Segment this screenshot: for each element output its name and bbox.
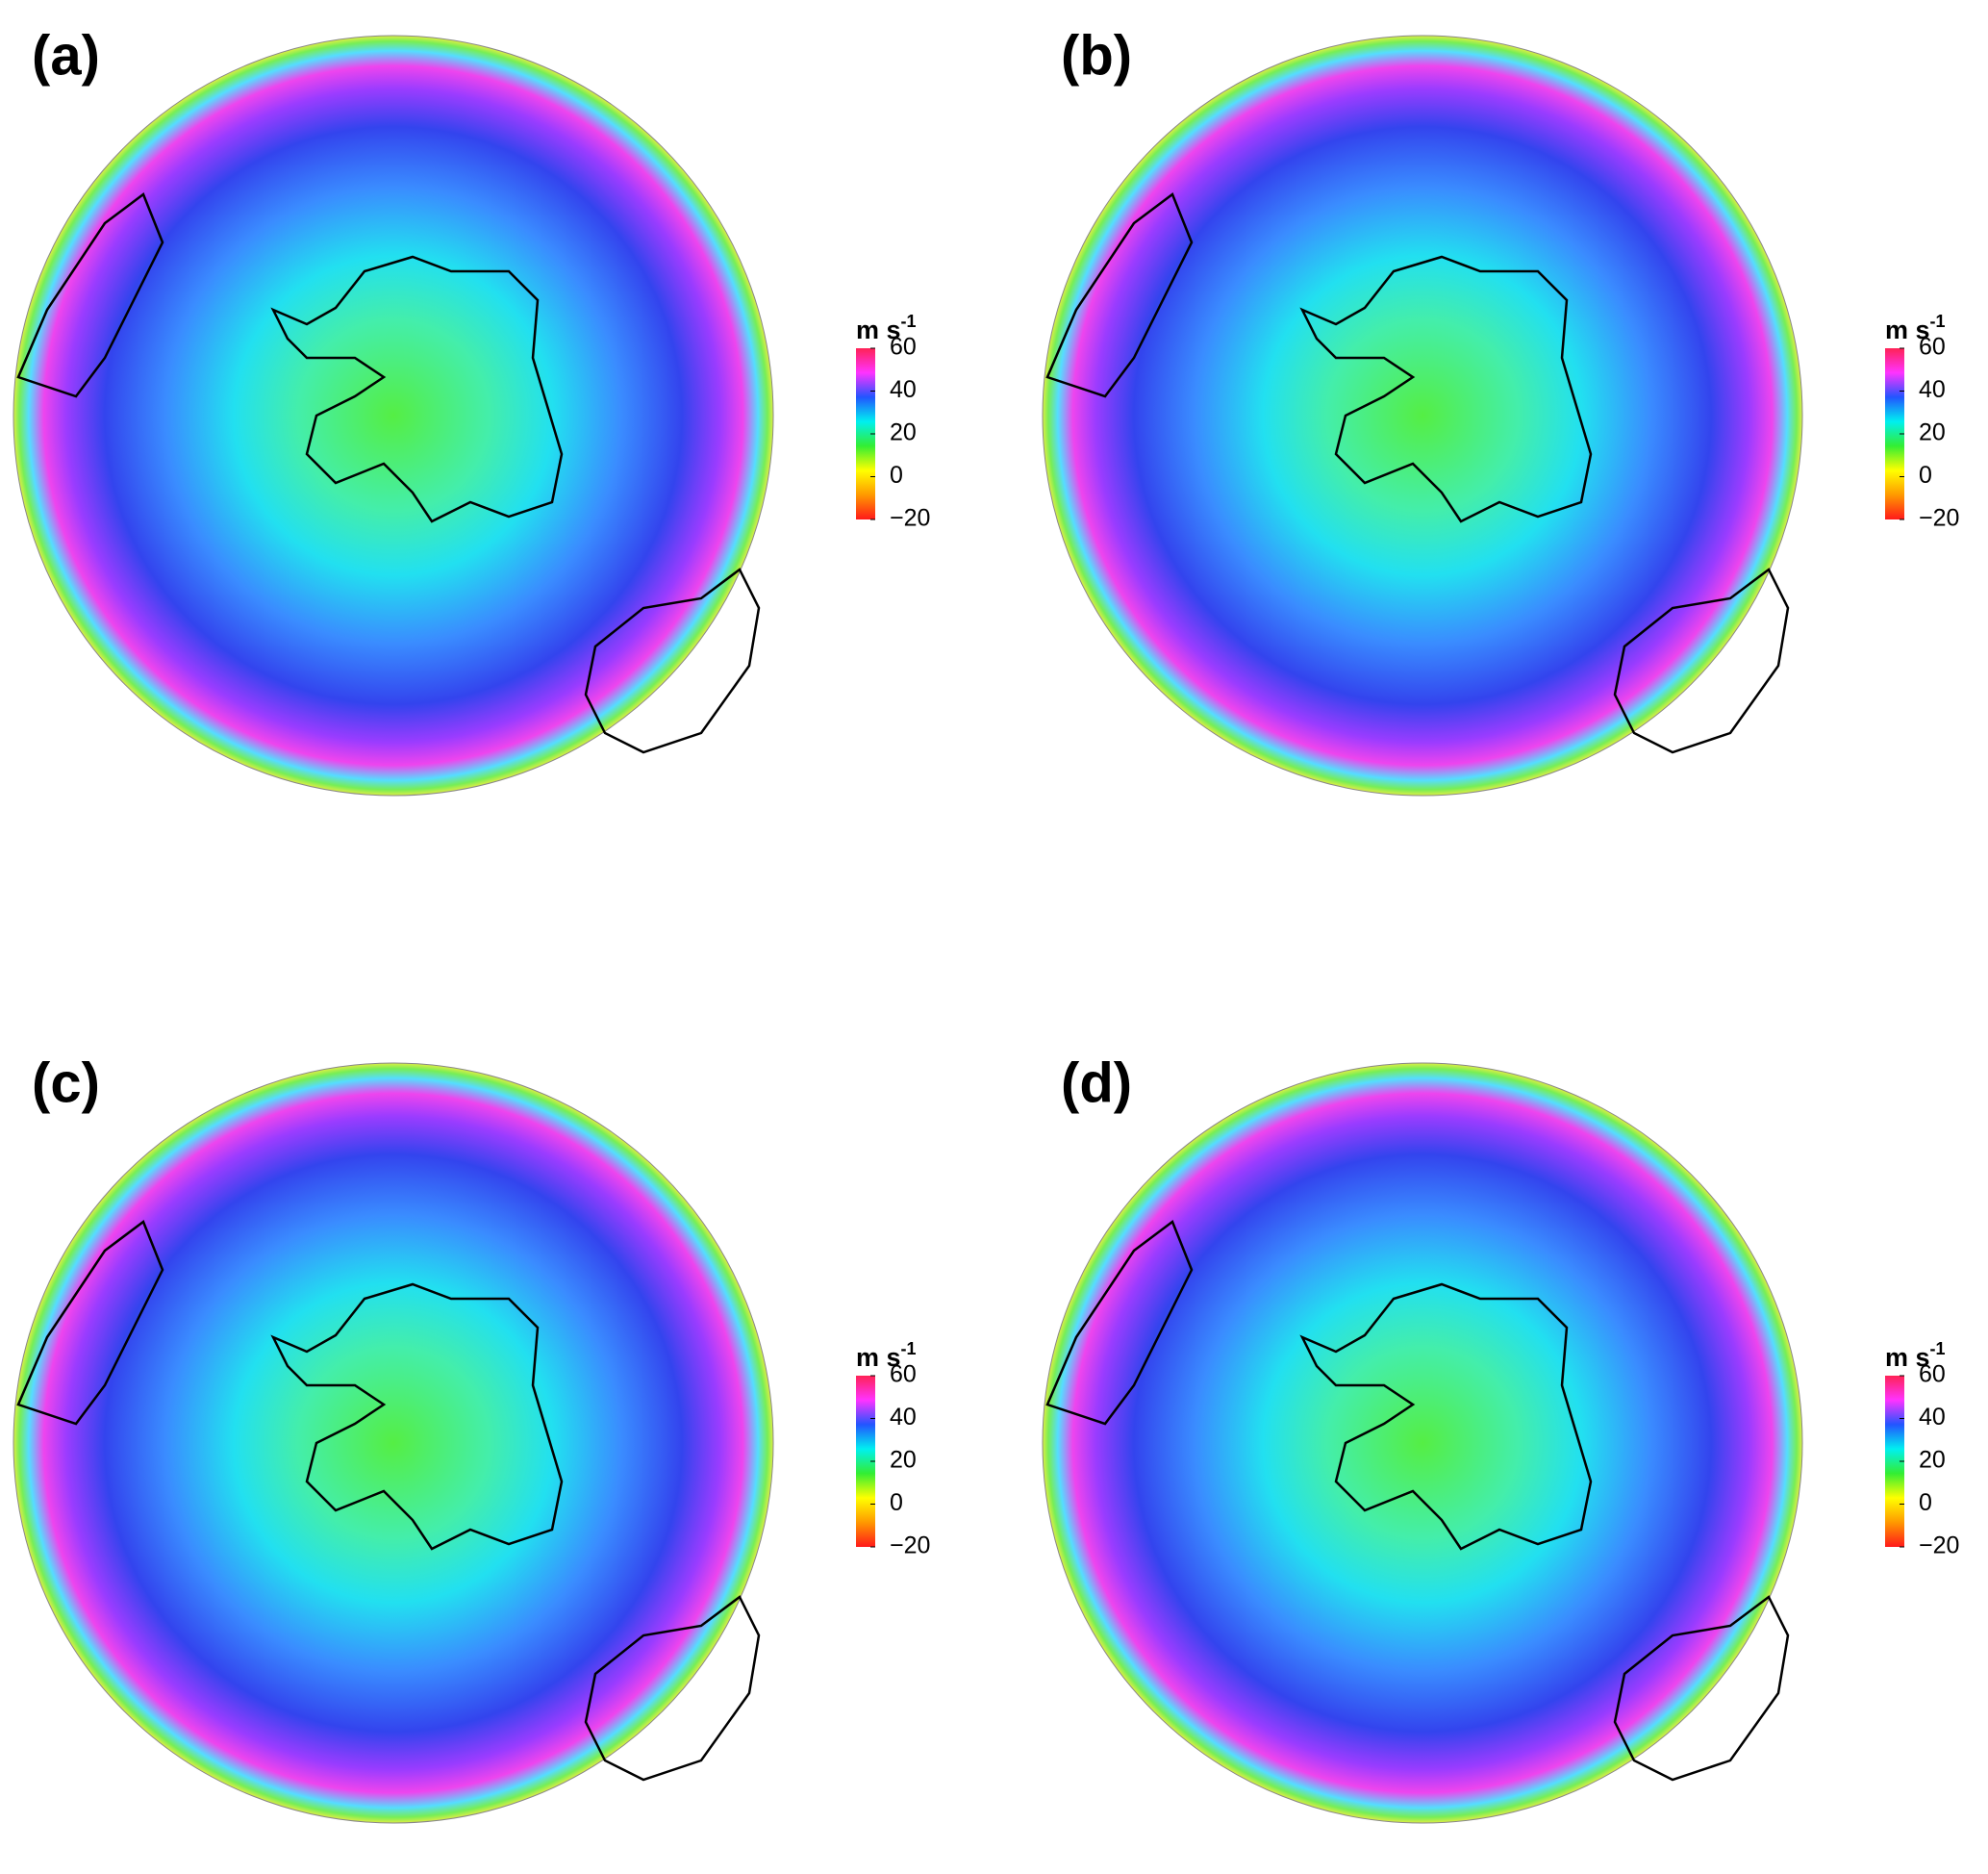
colorbar-tick-label: 0 — [890, 462, 903, 489]
colorbar-tick-label: −20 — [1919, 1532, 1959, 1559]
colorbar-tick-label: −20 — [890, 505, 930, 532]
wind-field — [1042, 35, 1803, 797]
colorbar-tick-label: 60 — [890, 334, 917, 361]
coastline — [1299, 255, 1593, 523]
colorbar-tick-label: 40 — [1919, 376, 1946, 403]
coastline — [16, 1220, 164, 1426]
colorbar-tick-label: 40 — [890, 376, 917, 403]
panel-label: (d) — [1061, 1051, 1132, 1114]
map — [1042, 35, 1803, 797]
coastline — [1613, 1595, 1790, 1782]
wind-field — [13, 35, 774, 797]
colorbar-tick-label: 20 — [890, 419, 917, 446]
panel-label: (c) — [32, 1051, 100, 1114]
unit-text: m s — [856, 316, 901, 344]
wind-field — [13, 1062, 774, 1824]
coastline — [1045, 1220, 1194, 1426]
colorbar-tick-label: 40 — [1919, 1404, 1946, 1431]
coastline — [584, 1595, 761, 1782]
coastline — [1045, 192, 1194, 398]
colorbar-tick-label: 20 — [1919, 1447, 1946, 1474]
coastline — [270, 1282, 564, 1551]
map — [1042, 1062, 1803, 1824]
colorbar-unit: m s-1 — [856, 312, 917, 344]
map — [13, 35, 774, 797]
colorbar-tick-label: 60 — [1919, 1361, 1946, 1388]
colorbar-tick-label: 0 — [890, 1489, 903, 1516]
coastline — [270, 255, 564, 523]
unit-text: m s — [1885, 1343, 1930, 1372]
coastline — [1613, 568, 1790, 754]
unit-exponent: -1 — [1930, 312, 1946, 331]
colorbar-tick-label: 40 — [890, 1404, 917, 1431]
unit-exponent: -1 — [1930, 1339, 1946, 1358]
colorbar-tick-label: −20 — [1919, 505, 1959, 532]
colorbar-unit: m s-1 — [1885, 312, 1946, 344]
unit-text: m s — [1885, 316, 1930, 344]
wind-field — [1042, 1062, 1803, 1824]
coastline — [584, 568, 761, 754]
unit-exponent: -1 — [901, 1339, 917, 1358]
colorbar-tick-label: 20 — [890, 1447, 917, 1474]
colorbar-tick-label: 60 — [890, 1361, 917, 1388]
colorbar-unit: m s-1 — [856, 1339, 917, 1372]
unit-text: m s — [856, 1343, 901, 1372]
colorbar-tick-label: 20 — [1919, 419, 1946, 446]
panel-label: (b) — [1061, 24, 1132, 87]
colorbar-tick-label: 60 — [1919, 334, 1946, 361]
colorbar-tick-label: 0 — [1919, 462, 1932, 489]
colorbar-tick-label: −20 — [890, 1532, 930, 1559]
colorbar-unit: m s-1 — [1885, 1339, 1946, 1372]
map — [13, 1062, 774, 1824]
coastline — [1299, 1282, 1593, 1551]
unit-exponent: -1 — [901, 312, 917, 331]
coastline — [16, 192, 164, 398]
panel-label: (a) — [32, 24, 100, 87]
colorbar-tick-label: 0 — [1919, 1489, 1932, 1516]
